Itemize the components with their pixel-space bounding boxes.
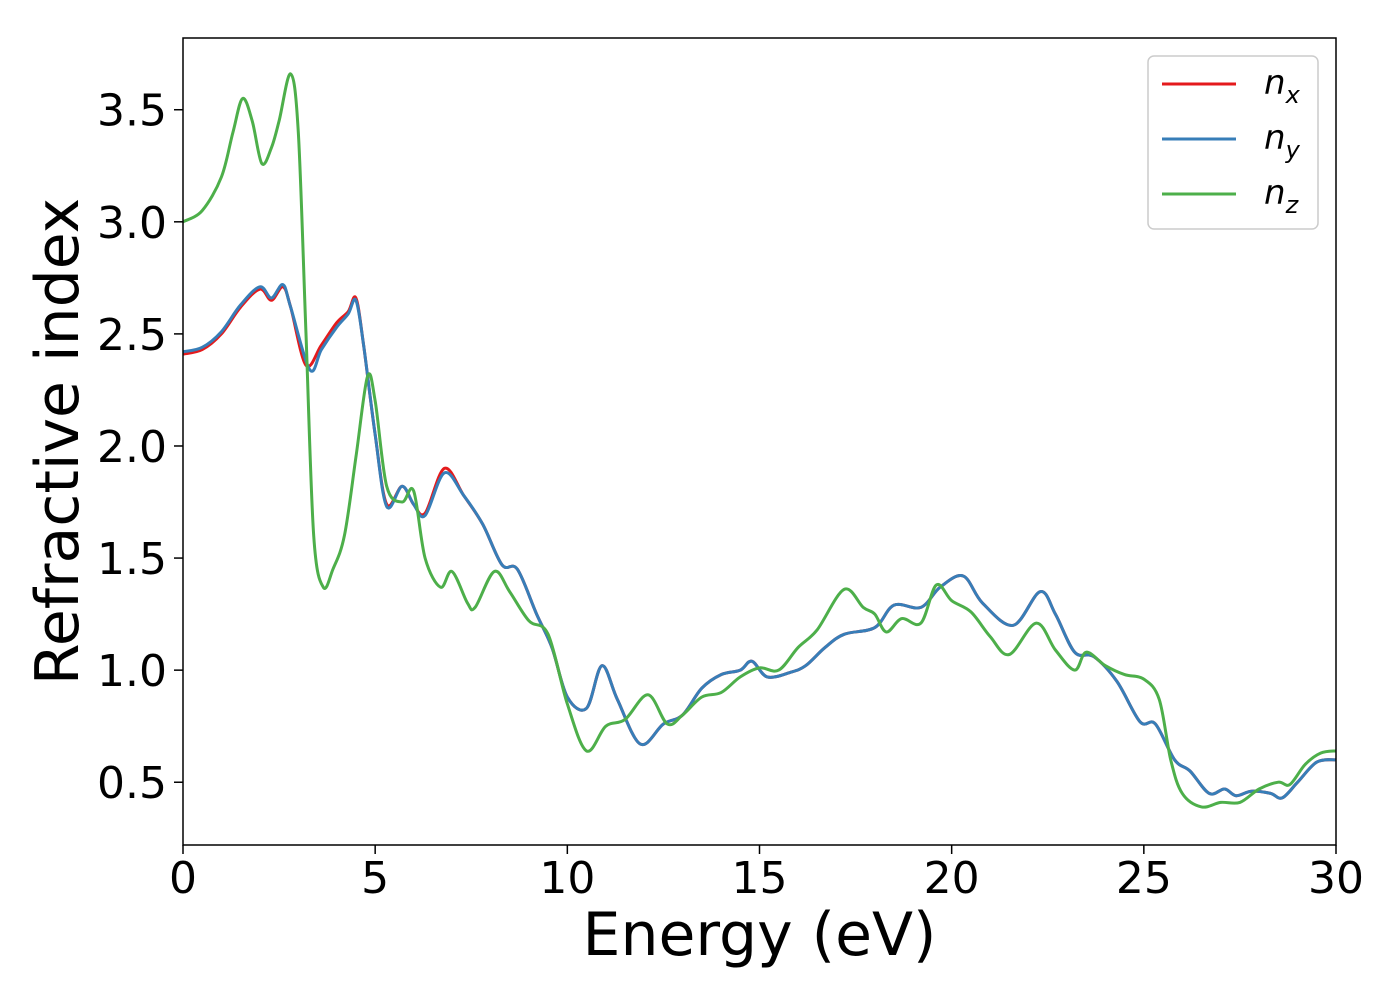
y-axis-ticks: 0.5 1.0 1.5 2.0 2.5 3.0 3.5 [97, 86, 183, 809]
y-tick-label: 1.0 [97, 646, 167, 697]
y-tick-label: 0.5 [97, 758, 167, 809]
legend-box [1147, 55, 1319, 230]
x-axis-title: Energy (eV) [583, 900, 937, 970]
legend-label-x: nx [1264, 63, 1301, 109]
x-tick-label: 25 [1116, 853, 1172, 904]
x-tick-label: 15 [732, 853, 788, 904]
x-tick-label: 0 [169, 853, 197, 904]
y-tick-label: 2.0 [97, 422, 167, 473]
y-tick-label: 1.5 [97, 534, 167, 585]
series-line-y [183, 283, 1336, 800]
y-tick-label: 3.5 [97, 86, 167, 137]
series-layer [183, 72, 1336, 809]
x-axis-ticks: 0 5 10 15 20 25 30 [169, 845, 1364, 904]
x-tick-label: 10 [539, 853, 595, 904]
legend-label-z: nz [1264, 173, 1300, 219]
series-line-z [183, 72, 1336, 809]
legend: nx ny nz [1147, 55, 1319, 230]
y-tick-label: 3.0 [97, 198, 167, 249]
y-tick-label: 2.5 [97, 310, 167, 361]
y-axis-title: Refractive index [23, 198, 93, 685]
legend-label-y: ny [1264, 118, 1301, 164]
x-tick-label: 5 [361, 853, 389, 904]
x-tick-label: 30 [1308, 853, 1364, 904]
x-tick-label: 20 [924, 853, 980, 904]
